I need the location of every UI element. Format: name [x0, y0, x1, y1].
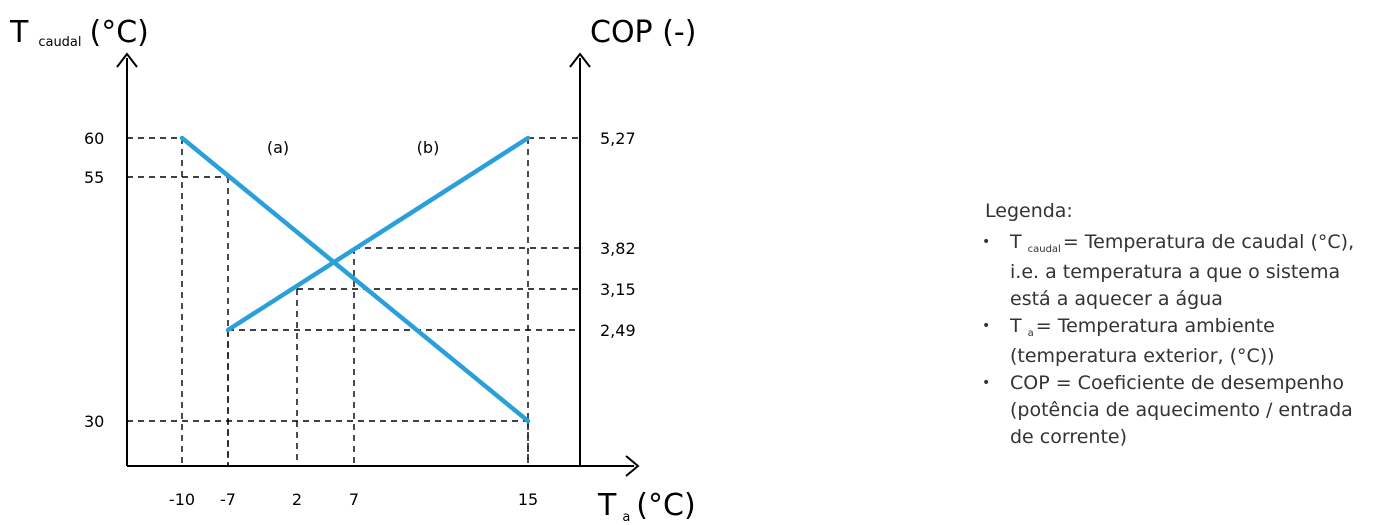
y-right-tick-label: 3,82 — [600, 239, 636, 258]
x-tick-label: -7 — [220, 490, 236, 509]
y-right-tick-label: 3,15 — [600, 280, 636, 299]
legend-symbol: T — [1010, 315, 1022, 337]
legend-text: COP = Coeficiente de desempenho (potênci… — [1010, 372, 1353, 448]
annotation-a: (a) — [267, 138, 289, 157]
series-line-a — [179, 135, 531, 424]
x-tick-label: 7 — [349, 490, 359, 509]
y-right-axis-title: COP (-) — [590, 15, 696, 50]
legend-item: Ta= Temperatura ambiente (temperatura ex… — [982, 313, 1370, 370]
annotation-b: (b) — [417, 138, 440, 157]
y-left-arrow — [116, 52, 138, 68]
x-tick-label: 15 — [518, 490, 538, 509]
tick-labels: -10 -7 2 7 15 60 55 30 5,27 3,82 3,15 2,49 — [84, 129, 636, 509]
series-line-b — [225, 135, 531, 333]
legend-text: = Temperatura de caudal (°C), i.e. a tem… — [1010, 231, 1355, 310]
x-tick-label: 2 — [292, 490, 302, 509]
y-right-tick-label: 5,27 — [600, 129, 636, 148]
guide-lines — [127, 137, 580, 466]
axes — [116, 52, 640, 477]
legend-symbol: T — [1010, 231, 1022, 253]
y-right-arrow — [569, 52, 591, 68]
y-left-tick-label: 60 — [84, 129, 104, 148]
legend-item: COP = Coeficiente de desempenho (potênci… — [982, 370, 1370, 451]
y-left-tick-label: 30 — [84, 412, 104, 431]
x-axis-arrow — [625, 455, 640, 477]
legend-subscript: caudal — [1027, 244, 1061, 255]
legend-title: Legenda: — [985, 200, 1073, 222]
legend-subscript: a — [1027, 328, 1034, 339]
y-left-tick-label: 55 — [84, 168, 104, 187]
series-lines — [179, 135, 531, 424]
x-tick-label: -10 — [169, 490, 195, 509]
y-right-tick-label: 2,49 — [600, 321, 636, 340]
legend-text: = Temperatura ambiente (temperatura exte… — [1010, 315, 1275, 367]
